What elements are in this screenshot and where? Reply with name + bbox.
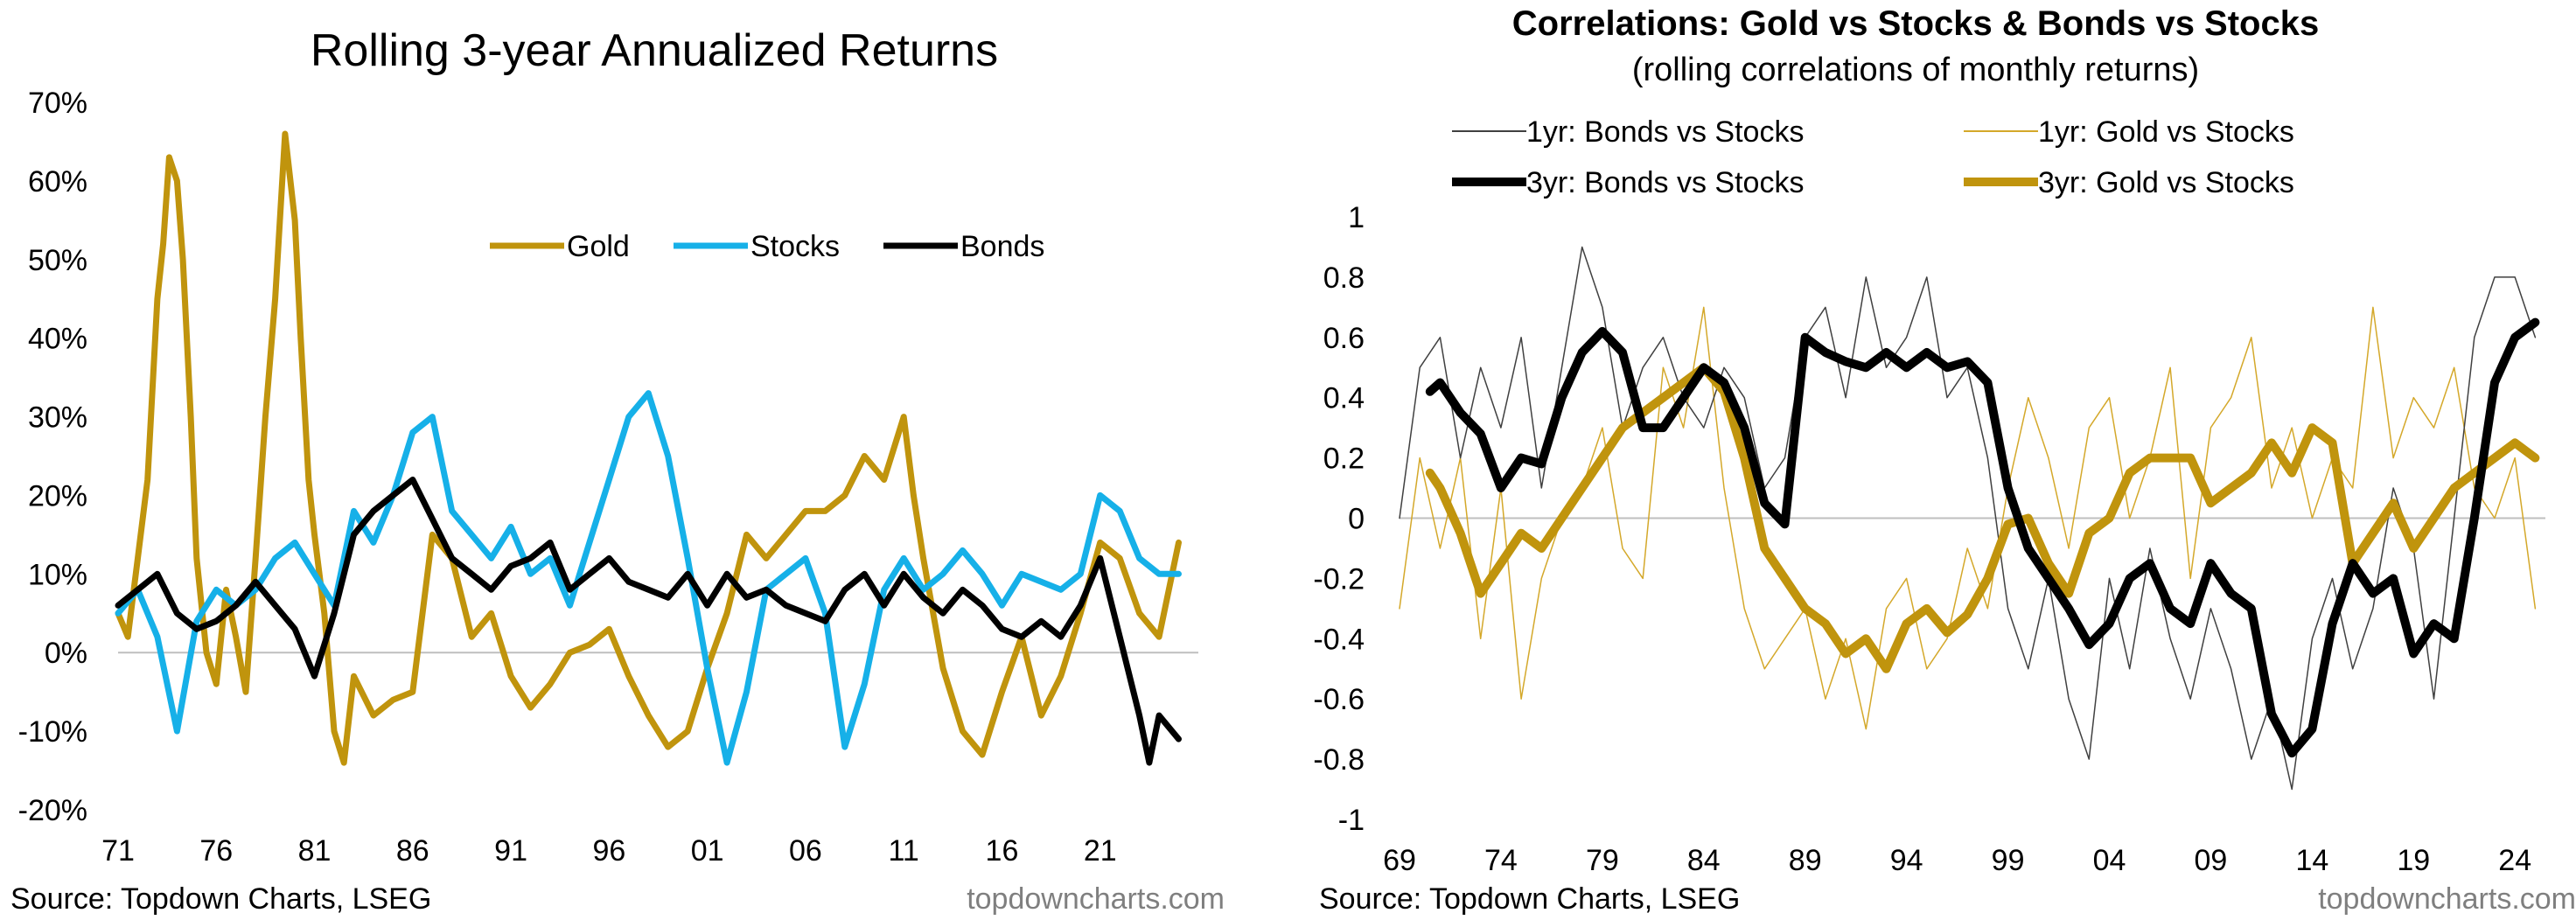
right-x-tick-label: 74 (1484, 844, 1518, 877)
right-x-tick-label: 69 (1383, 844, 1416, 877)
right-y-tick-label: 0 (1348, 503, 1365, 536)
left-y-tick-label: 70% (28, 87, 87, 120)
right-y-tick-label: -0.4 (1313, 623, 1365, 656)
left-legend-label: Gold (567, 230, 630, 263)
right-y-tick-label: -1 (1338, 804, 1365, 837)
left-x-tick-label: 76 (199, 834, 233, 868)
bonds-3yr-series-line (1425, 317, 2540, 758)
left-y-tick-label: 50% (28, 244, 87, 277)
right-x-tick-label: 94 (1890, 844, 1923, 877)
left-y-tick-label: 0% (45, 637, 87, 670)
right-y-tick-label: 0.6 (1323, 322, 1365, 355)
right-legend-label: 1yr: Bonds vs Stocks (1526, 115, 1804, 149)
left-x-tick-label: 21 (1084, 834, 1117, 868)
right-y-tick-label: -0.6 (1313, 683, 1365, 716)
left-x-tick-label: 16 (986, 834, 1019, 868)
left-y-tick-label: 60% (28, 165, 87, 199)
right-chart-subtitle: (rolling correlations of monthly returns… (1632, 52, 2199, 88)
right-x-tick-label: 79 (1586, 844, 1619, 877)
left-y-tick-label: 10% (28, 558, 87, 591)
left-chart-panel: Rolling 3-year Annualized Returns 70% 60% 5… (0, 0, 1260, 920)
right-y-tick-label: 1 (1348, 201, 1365, 234)
right-x-tick-label: 24 (2498, 844, 2531, 877)
left-legend-label: Bonds (960, 230, 1044, 263)
gold-1yr-series-line (1399, 306, 2537, 730)
right-chart-panel: Correlations: Gold vs Stocks & Bonds vs … (1303, 0, 2576, 920)
left-x-tick-label: 71 (101, 834, 135, 868)
left-y-tick-label: -20% (18, 794, 87, 827)
right-brand-watermark: topdowncharts.com (2318, 882, 2576, 916)
right-x-tick-label: 14 (2295, 844, 2328, 877)
stocks-series-line (115, 390, 1182, 766)
right-x-tick-label: 84 (1687, 844, 1721, 877)
right-y-tick-label: -0.8 (1313, 743, 1365, 777)
right-x-tick-label: 04 (2093, 844, 2126, 877)
right-x-tick-label: 89 (1789, 844, 1822, 877)
right-legend-label: 3yr: Bonds vs Stocks (1526, 166, 1804, 199)
left-y-tick-label: 40% (28, 323, 87, 356)
left-x-tick-label: 11 (889, 834, 919, 868)
left-y-tick-label: 30% (28, 401, 87, 435)
right-x-tick-label: 09 (2195, 844, 2228, 877)
left-x-tick-label: 81 (298, 834, 332, 868)
right-legend-label: 1yr: Gold vs Stocks (2038, 115, 2294, 149)
left-x-tick-label: 91 (494, 834, 527, 868)
left-legend-label: Stocks (750, 230, 840, 263)
left-y-tick-label: 20% (28, 479, 87, 512)
left-brand-watermark: topdowncharts.com (967, 882, 1225, 916)
right-x-tick-label: 19 (2397, 844, 2430, 877)
right-legend-label: 3yr: Gold vs Stocks (2038, 166, 2294, 199)
left-x-tick-label: 01 (691, 834, 724, 868)
left-chart-title: Rolling 3-year Annualized Returns (311, 25, 998, 76)
left-chart: Rolling 3-year Annualized Returns 70% 60% 5… (18, 25, 1198, 868)
right-y-tick-label: -0.2 (1313, 562, 1365, 596)
left-x-tick-label: 96 (592, 834, 625, 868)
left-x-tick-label: 86 (396, 834, 429, 868)
right-chart-title: Correlations: Gold vs Stocks & Bonds vs … (1512, 4, 2319, 43)
left-source-note: Source: Topdown Charts, LSEG (10, 882, 432, 916)
right-y-tick-label: 0.8 (1323, 261, 1365, 295)
right-y-tick-label: 0.2 (1323, 443, 1365, 476)
left-y-tick-label: -10% (18, 715, 87, 749)
gold-series-line (115, 130, 1182, 766)
right-x-tick-label: 99 (1992, 844, 2025, 877)
bonds-series-line (115, 477, 1182, 766)
right-y-tick-label: 0.4 (1323, 382, 1365, 415)
left-x-tick-label: 06 (789, 834, 822, 868)
right-source-note: Source: Topdown Charts, LSEG (1319, 882, 1741, 916)
right-chart: Correlations: Gold vs Stocks & Bonds vs … (1313, 4, 2545, 877)
gold-3yr-series-line (1425, 363, 2540, 673)
